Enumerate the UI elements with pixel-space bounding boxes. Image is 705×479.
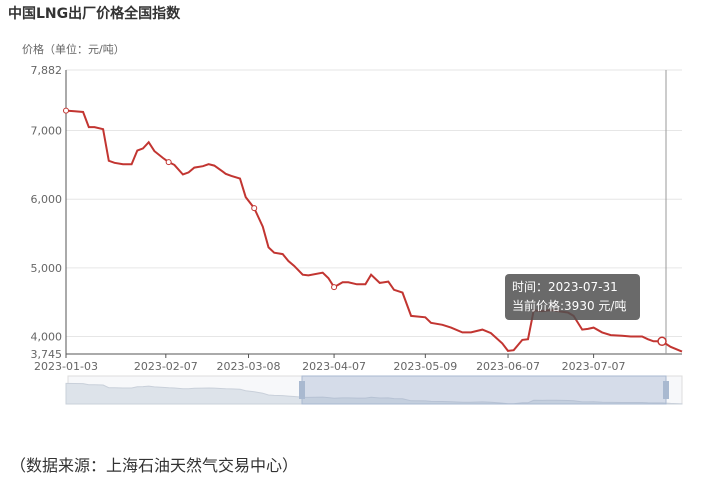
y-tick-label: 4,000	[31, 330, 63, 343]
data-point[interactable]	[165, 159, 172, 166]
tooltip-price-label: 当前价格:	[512, 299, 565, 313]
data-points	[63, 107, 667, 347]
y-tick-label: 7,000	[31, 125, 63, 138]
x-tick-labels: 2023-01-03 2023-02-07 2023-03-08 2023-04-07…	[34, 354, 626, 373]
zoom-overview	[65, 382, 683, 405]
tooltip-price-value: 3930 元/吨	[564, 299, 627, 313]
source-note: （数据来源：上海石油天然气交易中心）	[10, 456, 299, 475]
data-point[interactable]	[331, 284, 338, 291]
chart-title: 中国LNG出厂价格全国指数	[8, 6, 181, 22]
y-tick-labels: 3,745 4,000 5,000 6,000 7,000 7,882	[31, 64, 63, 361]
data-point[interactable]	[63, 107, 69, 114]
data-point[interactable]	[251, 205, 258, 212]
y-axis-label: 价格（单位：元/吨）	[22, 43, 125, 56]
tooltip-time-label: 时间：	[512, 280, 549, 294]
x-tick-label: 2023-04-07	[302, 360, 366, 373]
x-tick-label: 2023-02-07	[134, 360, 198, 373]
highlight-point[interactable]	[657, 336, 667, 347]
x-tick-label: 2023-07-07	[562, 360, 626, 373]
x-tick-label: 2023-03-08	[217, 360, 281, 373]
zoom-selection[interactable]	[301, 375, 667, 405]
y-tick-label: 6,000	[31, 193, 63, 206]
x-tick-label: 2023-05-09	[393, 360, 457, 373]
zoom-handle-right[interactable]	[663, 381, 669, 399]
y-tick-label: 5,000	[31, 262, 63, 275]
grid-lines	[65, 69, 682, 355]
x-tick-label: 2023-01-03	[34, 360, 98, 373]
y-tick-label: 7,882	[31, 64, 63, 77]
zoom-handle-left[interactable]	[299, 381, 305, 399]
tooltip-time-value: 2023-07-31	[548, 280, 618, 294]
x-tick-label: 2023-06-07	[476, 360, 540, 373]
tooltip: 时间：2023-07-31 当前价格:3930 元/吨	[505, 274, 640, 320]
data-zoom-slider[interactable]	[65, 375, 683, 405]
y-tick-label: 3,745	[31, 348, 63, 361]
